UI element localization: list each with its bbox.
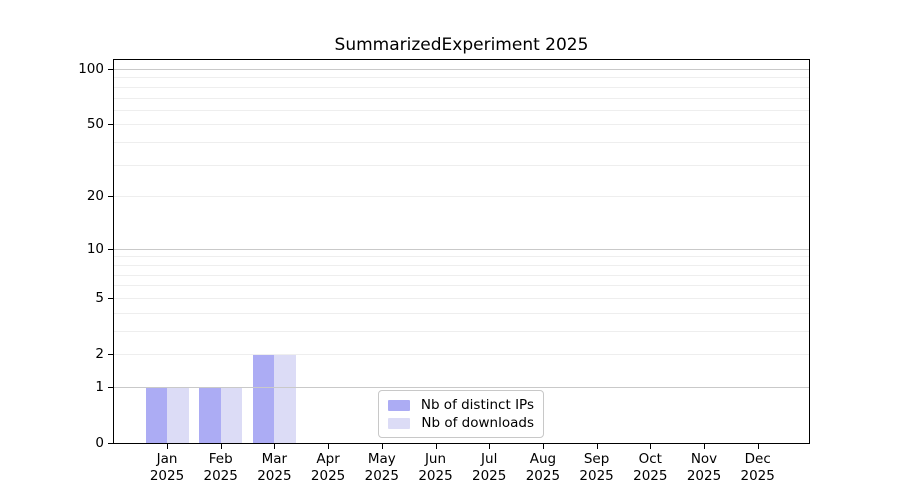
y-tick [108,386,113,388]
bar-downloads [167,386,189,443]
minor-gridline [114,164,809,166]
x-tick-year: 2025 [149,467,185,484]
bar-distinct-ips [252,354,275,443]
y-tick-label: 100 [78,61,104,77]
y-tick [108,69,113,70]
x-tick-year: 2025 [633,467,668,484]
x-tick-label: Mar 2025 [239,451,309,484]
y-tick [108,354,113,355]
x-tick-label: Jul 2025 [454,451,524,484]
x-tick [489,444,491,449]
minor-gridline [114,297,809,299]
x-tick-label: Jun 2025 [401,451,471,484]
minor-gridline [114,330,809,332]
x-tick [435,444,437,449]
x-tick-label: Feb 2025 [186,451,256,484]
x-tick-month: Apr [316,451,340,467]
x-tick-month: Mar [261,451,288,467]
chart-title: SummarizedExperiment 2025 [334,35,589,55]
x-tick [167,444,168,449]
minor-gridline [114,312,809,314]
x-tick [757,444,759,449]
x-tick-month: Jan [156,451,178,467]
minor-gridline [114,86,809,88]
x-tick-label: May 2025 [347,451,417,484]
x-tick [650,444,652,449]
minor-gridline [114,256,809,258]
x-tick-label: Aug 2025 [508,451,578,484]
x-tick-month: Aug [529,451,557,467]
x-tick-label: Oct 2025 [615,451,685,484]
x-tick-year: 2025 [418,467,453,484]
legend-row: Nb of downloads [388,415,534,431]
x-tick-year: 2025 [740,467,775,484]
x-tick-label: Apr 2025 [293,451,363,484]
legend-label-downloads: Nb of downloads [421,415,534,431]
y-tick [108,248,113,250]
x-tick-month: Feb [208,451,233,467]
minor-gridline [114,354,809,355]
x-tick-year: 2025 [579,467,614,484]
x-tick [596,444,598,449]
x-tick [542,444,544,449]
minor-gridline [114,97,809,99]
major-gridline [114,248,809,250]
bar-distinct-ips [199,386,221,443]
x-tick-label: Sep 2025 [562,451,632,484]
minor-gridline [114,142,809,144]
minor-gridline [114,285,809,287]
y-tick-label: 2 [95,346,104,362]
y-tick [108,124,113,126]
y-tick-label: 5 [95,289,104,306]
x-tick-label: Nov 2025 [669,451,739,484]
y-tick-label: 10 [86,240,104,257]
x-tick-month: Oct [638,451,662,467]
x-tick-month: Jun [424,451,447,467]
minor-gridline [114,196,809,198]
x-tick-year: 2025 [686,467,722,484]
x-tick-year: 2025 [472,467,507,484]
x-tick-year: 2025 [310,467,346,484]
y-tick [108,443,113,444]
legend-label-distinct-ips: Nb of distinct IPs [420,397,534,413]
y-tick-label: 1 [95,378,104,395]
major-gridline [114,69,809,70]
x-tick-month: Dec [744,451,771,467]
minor-gridline [114,264,809,266]
bar-downloads [274,354,296,443]
minor-gridline [114,274,809,276]
plot-area [113,59,810,444]
y-tick-label: 0 [95,435,104,451]
minor-gridline [114,124,809,126]
x-tick-month: Sep [583,451,610,467]
bar-distinct-ips [145,386,167,443]
minor-gridline [114,77,809,79]
legend-row: Nb of distinct IPs [388,397,534,413]
x-tick-month: Jul [481,451,498,467]
major-gridline [114,386,809,388]
x-tick [381,444,383,449]
x-tick-year: 2025 [525,467,561,484]
bar-downloads [220,386,243,443]
y-tick-label: 20 [86,188,104,205]
minor-gridline [114,109,809,111]
x-tick [704,444,705,449]
x-tick-year: 2025 [257,467,292,484]
x-tick [220,444,222,449]
x-tick-year: 2025 [203,467,238,484]
x-tick-label: Jan 2025 [132,451,202,484]
x-tick-year: 2025 [364,467,399,484]
legend-swatch-downloads [388,417,411,429]
x-tick-month: May [367,451,396,467]
y-tick [108,196,113,198]
legend-swatch-distinct-ips [388,399,410,411]
legend: Nb of distinct IPs Nb of downloads [378,390,544,438]
y-tick-label: 50 [86,116,104,133]
x-tick-label: Dec 2025 [723,451,793,484]
x-tick-month: Nov [690,451,718,467]
x-tick [274,444,276,449]
y-tick [108,297,113,299]
x-tick [328,444,330,449]
